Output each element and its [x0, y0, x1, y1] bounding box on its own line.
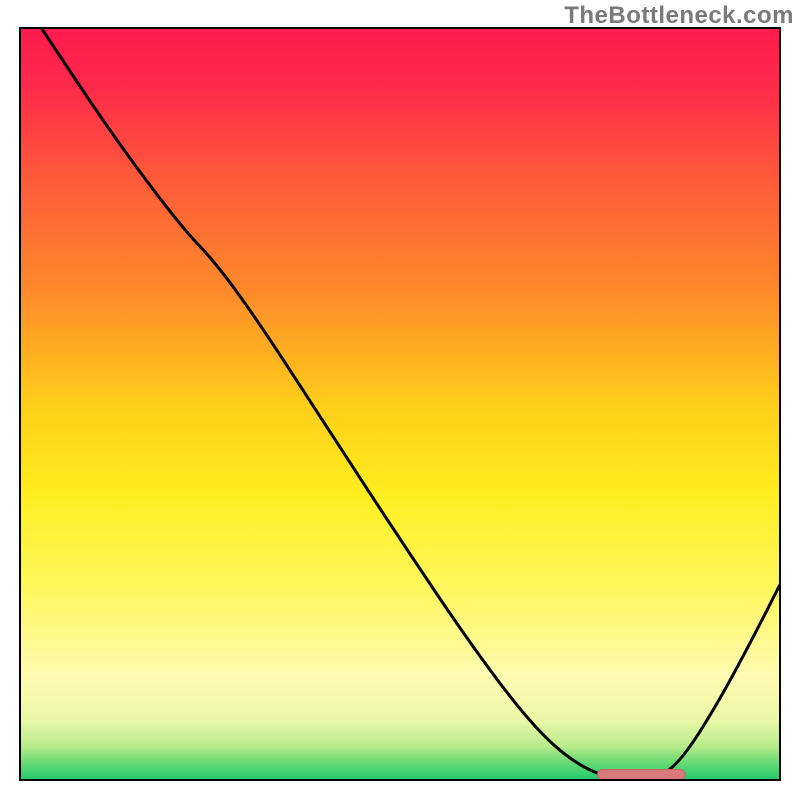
optimal-marker [598, 769, 685, 780]
watermark-text: TheBottleneck.com [564, 2, 794, 30]
chart-svg [0, 0, 800, 800]
bottleneck-chart: TheBottleneck.com [0, 0, 800, 800]
plot-background [20, 28, 780, 780]
